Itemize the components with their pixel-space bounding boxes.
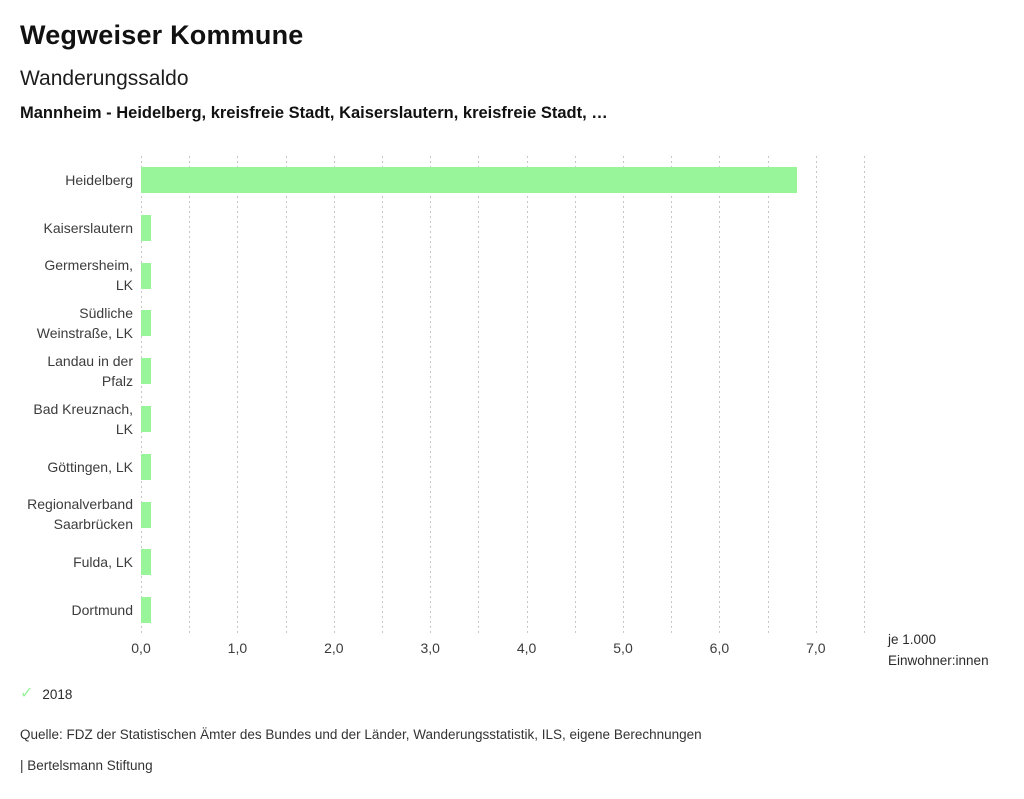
gridline (382, 156, 383, 634)
gridline (333, 156, 335, 634)
x-tick-label: 4,0 (516, 640, 537, 656)
x-tick-label: 3,0 (420, 640, 440, 656)
unit-label-line2: Einwohner:innen (888, 653, 989, 668)
gridline (285, 156, 287, 634)
category-label: Regionalverband Saarbrücken (27, 496, 133, 533)
comparison-subtitle: Mannheim - Heidelberg, kreisfreie Stadt,… (20, 104, 608, 122)
bar-fulda-lk[interactable] (141, 549, 151, 576)
x-tick-label: 1,0 (227, 640, 248, 656)
x-axis-ticks: 0,0 1,0 2,0 3,0 4,0 5,0 6,0 7,0 (0, 640, 1024, 658)
check-icon: ✓ (20, 685, 34, 702)
category-label: Bad Kreuznach, LK (33, 400, 133, 437)
gridline (767, 156, 769, 634)
gridline (526, 156, 528, 634)
gridline (141, 156, 142, 634)
bar-chart: Heidelberg Kaiserslautern Germersheim, LK Sü… (0, 156, 1024, 634)
bar-landau-in-der-pfalz[interactable] (141, 358, 151, 385)
category-label: Göttingen, LK (47, 458, 133, 475)
source-text: Quelle: FDZ der Statistischen Ämter des … (20, 727, 702, 742)
category-label: Heidelberg (65, 171, 133, 188)
branding-text: | Bertelsmann Stiftung (20, 758, 153, 773)
category-label: Landau in der Pfalz (47, 353, 133, 390)
gridline (430, 156, 432, 634)
gridline (478, 156, 480, 634)
gridline (864, 156, 865, 634)
legend-year-label: 2018 (42, 686, 73, 702)
x-tick-label: 2,0 (324, 640, 344, 656)
gridline (719, 156, 721, 634)
bar-dortmund[interactable] (141, 597, 151, 624)
x-tick-label: 6,0 (709, 640, 730, 656)
gridline (623, 156, 624, 634)
bar-regionalverband-saarbr-cken[interactable] (141, 501, 151, 528)
x-tick-label: 5,0 (613, 640, 633, 656)
unit-label-line1: je 1.000 (888, 632, 937, 647)
gridline (189, 156, 191, 634)
category-label: Germersheim, LK (44, 257, 133, 294)
bar-bad-kreuznach-lk[interactable] (141, 405, 151, 432)
category-label: Kaiserslautern (43, 219, 134, 236)
bar-kaiserslautern[interactable] (141, 214, 151, 241)
gridline (815, 156, 817, 634)
bar-g-ttingen-lk[interactable] (141, 453, 151, 480)
bar-germersheim-lk[interactable] (141, 262, 151, 289)
app-title: Wegweiser Kommune (20, 20, 304, 50)
x-tick-label: 7,0 (806, 640, 826, 656)
category-label: Dortmund (71, 602, 133, 619)
category-label: Südliche Weinstraße, LK (36, 305, 133, 342)
plot-area (141, 156, 865, 634)
bar-heidelberg[interactable] (141, 166, 797, 193)
category-label: Fulda, LK (73, 554, 133, 571)
legend-item-2018[interactable]: ✓ 2018 (20, 686, 72, 702)
gridline (671, 156, 673, 634)
gridline (574, 156, 576, 634)
chart-title: Wanderungssaldo (20, 67, 189, 90)
bar-s-dliche-weinstra-e-lk[interactable] (141, 310, 151, 337)
x-axis-unit-label: je 1.000 Einwohner:innen (888, 629, 989, 671)
gridline (237, 156, 239, 634)
category-axis: Heidelberg Kaiserslautern Germersheim, LK Sü… (0, 156, 133, 634)
x-tick-label: 0,0 (131, 640, 151, 656)
